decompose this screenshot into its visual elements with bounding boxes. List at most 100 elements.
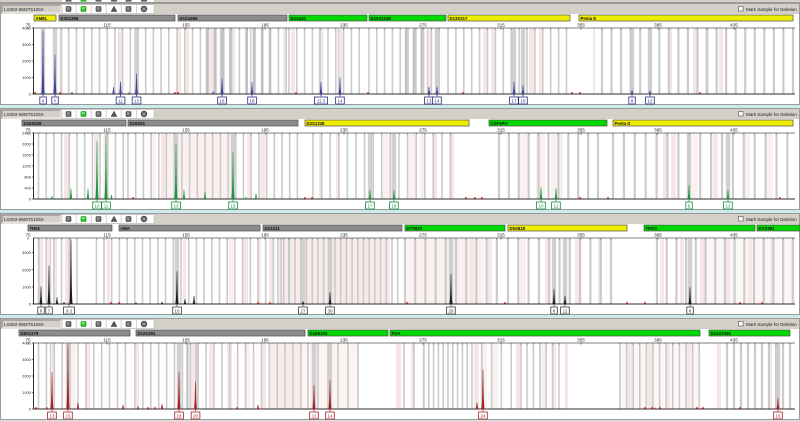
svg-text:10: 10 bbox=[95, 204, 100, 209]
svg-text:D2S1338: D2S1338 bbox=[307, 121, 326, 126]
svg-text:TH01: TH01 bbox=[30, 226, 41, 231]
svg-text:TPOX: TPOX bbox=[646, 226, 658, 231]
svg-text:115: 115 bbox=[103, 233, 111, 238]
svg-text:275: 275 bbox=[419, 128, 427, 133]
svg-text:3000: 3000 bbox=[22, 357, 32, 362]
svg-text:235: 235 bbox=[340, 233, 348, 238]
svg-text:18: 18 bbox=[521, 99, 526, 104]
svg-text:FGA: FGA bbox=[392, 331, 401, 336]
svg-text:17: 17 bbox=[512, 99, 517, 104]
svg-text:11: 11 bbox=[563, 309, 568, 314]
svg-text:435: 435 bbox=[730, 23, 738, 28]
svg-text:D1S1656: D1S1656 bbox=[180, 16, 199, 21]
svg-text:395: 395 bbox=[654, 233, 662, 238]
svg-text:30: 30 bbox=[328, 309, 333, 314]
svg-text:155: 155 bbox=[182, 233, 190, 238]
svg-text:195: 195 bbox=[261, 233, 269, 238]
svg-text:14: 14 bbox=[338, 99, 343, 104]
svg-text:1000: 1000 bbox=[22, 75, 32, 80]
svg-text:235: 235 bbox=[340, 23, 348, 28]
svg-text:D22S1045: D22S1045 bbox=[711, 331, 732, 336]
svg-text:13: 13 bbox=[50, 414, 55, 419]
svg-text:16: 16 bbox=[220, 99, 225, 104]
svg-text:D3S1358: D3S1358 bbox=[61, 16, 80, 21]
svg-text:20: 20 bbox=[193, 414, 198, 419]
svg-text:D8S1179: D8S1179 bbox=[21, 331, 39, 336]
svg-text:Mark Sample for Deletion: Mark Sample for Deletion bbox=[746, 7, 797, 12]
svg-text:13: 13 bbox=[427, 99, 432, 104]
svg-text:18: 18 bbox=[177, 414, 182, 419]
svg-text:1600: 1600 bbox=[22, 153, 32, 158]
svg-text:195: 195 bbox=[261, 128, 269, 133]
svg-text:195: 195 bbox=[261, 338, 269, 343]
svg-text:355: 355 bbox=[577, 338, 585, 343]
svg-text:D18S51: D18S51 bbox=[130, 121, 146, 126]
svg-text:435: 435 bbox=[730, 338, 738, 343]
svg-text:3000: 3000 bbox=[22, 42, 32, 47]
svg-text:D16S539: D16S539 bbox=[24, 121, 43, 126]
svg-text:355: 355 bbox=[577, 128, 585, 133]
svg-text:D7S820: D7S820 bbox=[407, 226, 423, 231]
svg-text:435: 435 bbox=[730, 128, 738, 133]
svg-text:2000: 2000 bbox=[22, 374, 32, 379]
svg-text:11: 11 bbox=[104, 204, 109, 209]
svg-text:D13S317: D13S317 bbox=[450, 16, 469, 21]
svg-text:13: 13 bbox=[726, 204, 731, 209]
svg-text:D5S818: D5S818 bbox=[510, 226, 526, 231]
svg-text:355: 355 bbox=[577, 233, 585, 238]
svg-text:0: 0 bbox=[29, 407, 32, 412]
svg-text:0: 0 bbox=[29, 302, 32, 307]
svg-text:6: 6 bbox=[40, 309, 43, 314]
svg-text:LX092-96MT5105X: LX092-96MT5105X bbox=[4, 322, 44, 327]
svg-text:Mark Sample for Deletion: Mark Sample for Deletion bbox=[746, 112, 797, 117]
svg-text:LX092-96MT5105X: LX092-96MT5105X bbox=[4, 112, 44, 117]
svg-text:0: 0 bbox=[29, 197, 32, 202]
svg-text:2400: 2400 bbox=[22, 131, 32, 136]
svg-text:16: 16 bbox=[776, 414, 781, 419]
svg-text:D12S391: D12S391 bbox=[138, 331, 157, 336]
svg-text:Y: Y bbox=[54, 99, 57, 104]
svg-text:LX092-96MT5105X: LX092-96MT5105X bbox=[4, 217, 44, 222]
svg-text:4000: 4000 bbox=[22, 341, 32, 346]
svg-text:Penta D: Penta D bbox=[615, 121, 631, 126]
svg-text:DYS391: DYS391 bbox=[759, 226, 776, 231]
svg-text:D19S433: D19S433 bbox=[310, 331, 329, 336]
svg-text:395: 395 bbox=[654, 23, 662, 28]
svg-text:13: 13 bbox=[174, 204, 179, 209]
svg-text:4000: 4000 bbox=[22, 26, 32, 31]
svg-text:1000: 1000 bbox=[22, 284, 32, 289]
svg-text:17: 17 bbox=[368, 204, 373, 209]
svg-text:11.3: 11.3 bbox=[317, 99, 326, 104]
svg-text:315: 315 bbox=[497, 233, 505, 238]
svg-text:115: 115 bbox=[103, 338, 111, 343]
svg-text:15: 15 bbox=[66, 414, 71, 419]
svg-text:14: 14 bbox=[435, 99, 440, 104]
svg-text:155: 155 bbox=[182, 338, 190, 343]
svg-text:235: 235 bbox=[340, 338, 348, 343]
svg-text:8: 8 bbox=[689, 309, 692, 314]
svg-text:AMEL: AMEL bbox=[36, 16, 49, 21]
svg-text:16: 16 bbox=[175, 309, 180, 314]
svg-text:315: 315 bbox=[497, 128, 505, 133]
svg-text:275: 275 bbox=[419, 338, 427, 343]
svg-text:395: 395 bbox=[654, 128, 662, 133]
svg-text:235: 235 bbox=[340, 128, 348, 133]
svg-text:315: 315 bbox=[497, 23, 505, 28]
svg-text:11: 11 bbox=[118, 99, 123, 104]
svg-text:395: 395 bbox=[654, 338, 662, 343]
svg-text:10: 10 bbox=[539, 204, 544, 209]
svg-text:2000: 2000 bbox=[22, 267, 32, 272]
svg-text:400: 400 bbox=[24, 186, 31, 191]
svg-text:115: 115 bbox=[103, 23, 111, 28]
svg-text:75: 75 bbox=[25, 338, 31, 343]
svg-text:8: 8 bbox=[553, 309, 556, 314]
svg-text:2000: 2000 bbox=[22, 59, 32, 64]
svg-text:435: 435 bbox=[730, 233, 738, 238]
svg-text:18: 18 bbox=[392, 204, 397, 209]
svg-text:7: 7 bbox=[48, 309, 51, 314]
svg-text:3000: 3000 bbox=[22, 250, 32, 255]
svg-text:12: 12 bbox=[554, 204, 559, 209]
svg-text:13: 13 bbox=[134, 99, 139, 104]
svg-text:11: 11 bbox=[312, 414, 317, 419]
svg-text:315: 315 bbox=[497, 338, 505, 343]
